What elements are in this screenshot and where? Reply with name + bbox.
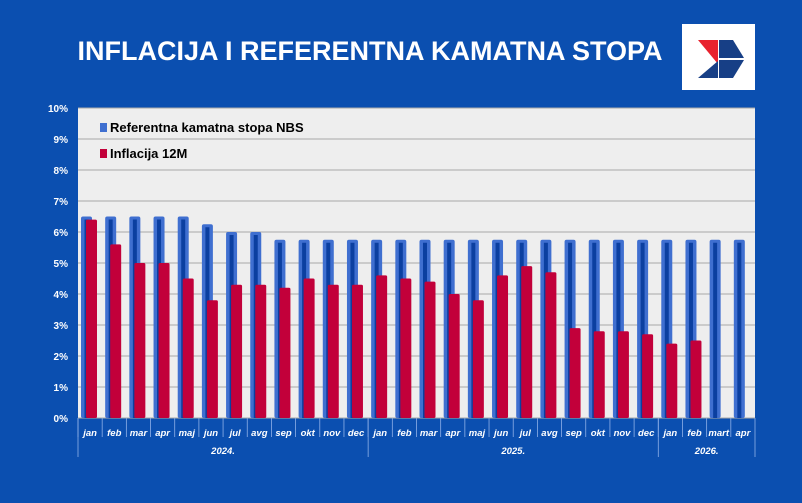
bar-inflation (497, 275, 509, 418)
legend-label-inflation: Inflacija 12M (110, 146, 187, 161)
bar-inflation (593, 331, 605, 418)
bar-inflation (351, 284, 363, 418)
logo-icon (698, 40, 744, 78)
bar-rate-core (616, 242, 621, 418)
x-group-label: 2024. (210, 446, 235, 457)
x-tick-label: sep (275, 428, 292, 439)
bar-rate-core (737, 242, 742, 418)
bar-rate-core (664, 242, 669, 418)
bar-inflation (545, 272, 557, 418)
bar-inflation (255, 284, 267, 418)
x-tick-label: jul (518, 428, 531, 439)
x-tick-label: jun (492, 428, 508, 439)
legend-label-rate: Referentna kamatna stopa NBS (110, 120, 304, 135)
x-tick-label: jul (228, 428, 241, 439)
x-tick-label: maj (469, 428, 486, 439)
y-tick-label: 3% (54, 321, 69, 332)
x-group-label: 2026. (694, 446, 719, 457)
x-tick-label: okt (301, 428, 316, 439)
bar-inflation (134, 263, 146, 418)
x-tick-label: mar (130, 428, 149, 439)
y-tick-label: 10% (48, 104, 68, 115)
bar-rate-core (640, 242, 645, 418)
y-tick-label: 4% (54, 290, 69, 301)
bar-inflation (642, 334, 654, 418)
x-tick-label: nov (614, 428, 632, 439)
bar-inflation (472, 300, 484, 418)
bar-inflation (666, 343, 678, 418)
bar-inflation (110, 244, 122, 418)
bar-inflation (690, 340, 702, 418)
x-tick-label: okt (591, 428, 606, 439)
bar-inflation (400, 278, 412, 418)
y-tick-label: 6% (54, 228, 69, 239)
x-tick-label: jan (81, 428, 97, 439)
y-tick-label: 5% (54, 259, 69, 270)
bar-inflation (158, 263, 170, 418)
x-tick-label: apr (155, 428, 171, 439)
x-tick-label: dec (638, 428, 655, 439)
logo (682, 24, 755, 90)
x-tick-label: maj (179, 428, 196, 439)
bar-inflation (303, 278, 315, 418)
bar-inflation (86, 219, 97, 418)
x-tick-label: feb (397, 428, 411, 439)
y-tick-label: 7% (54, 197, 69, 208)
bar-inflation (521, 266, 533, 418)
bar-rate-core (592, 242, 597, 418)
legend-swatch-inflation (100, 149, 107, 158)
x-tick-label: feb (687, 428, 701, 439)
bar-inflation (279, 287, 291, 418)
x-tick-label: mar (420, 428, 439, 439)
page-title: INFLACIJA I REFERENTNA KAMATNA STOPA (77, 36, 663, 66)
x-tick-label: sep (565, 428, 582, 439)
bar-inflation (376, 275, 388, 418)
bar-rate-core (688, 242, 693, 418)
bar-inflation (617, 331, 629, 418)
x-group-label: 2025. (500, 446, 525, 457)
y-tick-label: 8% (54, 166, 69, 177)
x-tick-label: dec (348, 428, 365, 439)
bar-inflation (448, 294, 460, 418)
y-tick-label: 2% (54, 352, 69, 363)
bar-rate-core (713, 242, 718, 418)
legend-swatch-rate (100, 123, 107, 132)
y-tick-label: 9% (54, 135, 69, 146)
x-tick-label: nov (323, 428, 341, 439)
bar-inflation (327, 284, 339, 418)
x-tick-label: jan (371, 428, 387, 439)
bar-inflation (424, 281, 436, 418)
bar-inflation (206, 300, 218, 418)
bar-inflation (231, 284, 243, 418)
x-tick-label: feb (107, 428, 121, 439)
x-tick-label: avg (541, 428, 558, 439)
bar-inflation (569, 328, 581, 418)
bar-inflation (182, 278, 194, 418)
x-tick-label: avg (251, 428, 268, 439)
x-tick-label: jun (202, 428, 218, 439)
y-tick-label: 1% (54, 383, 69, 394)
y-tick-label: 0% (54, 414, 69, 425)
x-tick-label: jan (662, 428, 678, 439)
x-tick-label: mart (708, 428, 729, 439)
x-tick-label: apr (445, 428, 461, 439)
x-tick-label: apr (736, 428, 752, 439)
